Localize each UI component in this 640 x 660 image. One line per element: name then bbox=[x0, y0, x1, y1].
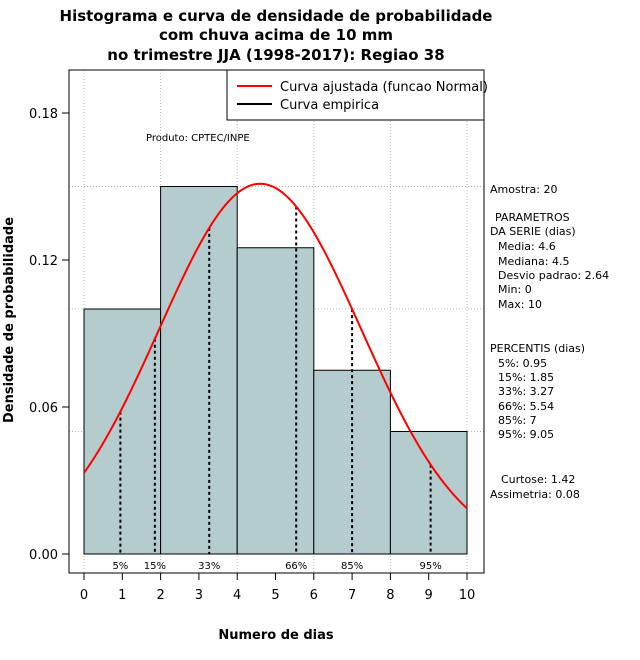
histogram-bar bbox=[236, 247, 315, 555]
histogram-bar bbox=[160, 186, 238, 555]
y-tick-label: 0.00 bbox=[29, 548, 58, 563]
params-header-line-2: DA SERIE (dias) bbox=[490, 225, 576, 238]
percentile-label: 5% bbox=[112, 561, 128, 572]
x-tick-label: 7 bbox=[348, 588, 356, 603]
percentile-15: 15%: 1.85 bbox=[498, 371, 554, 384]
chart-title-line-3: no trimestre JJA (1998-2017): Regiao 38 bbox=[107, 46, 444, 64]
legend: Curva ajustada (funcao Normal) Curva emp… bbox=[226, 69, 488, 121]
x-axis-ticks: 0 1 2 3 4 5 6 7 8 9 10 bbox=[80, 573, 475, 603]
skewness: Assimetria: 0.08 bbox=[490, 488, 580, 501]
percentile-lines: 5% 15% 33% 66% 85% 95% bbox=[112, 206, 442, 572]
x-tick-label: 9 bbox=[425, 588, 433, 603]
legend-label-empirical: Curva empirica bbox=[280, 98, 379, 113]
x-tick-label: 2 bbox=[156, 588, 164, 603]
params-header-line-1: PARAMETROS bbox=[495, 211, 570, 224]
percentile-5: 5%: 0.95 bbox=[498, 357, 547, 370]
param-mean: Media: 4.6 bbox=[498, 240, 556, 253]
x-tick-label: 5 bbox=[271, 588, 279, 603]
chart-title-line-1: Histograma e curva de densidade de proba… bbox=[60, 7, 493, 25]
param-median: Mediana: 4.5 bbox=[498, 255, 569, 268]
legend-box bbox=[226, 69, 485, 121]
x-tick-label: 0 bbox=[80, 588, 88, 603]
legend-label-normal: Curva ajustada (funcao Normal) bbox=[280, 80, 488, 95]
statistics-panel: Amostra: 20 PARAMETROS DA SERIE (dias) M… bbox=[490, 183, 609, 501]
y-axis-label: Densidade de probabilidade bbox=[2, 217, 17, 423]
percentile-label: 85% bbox=[341, 561, 363, 572]
chart-title-line-2: com chuva acima de 10 mm bbox=[159, 26, 393, 44]
product-annotation: Produto: CPTEC/INPE bbox=[146, 133, 250, 144]
param-max: Max: 10 bbox=[498, 298, 542, 311]
sample-size: Amostra: 20 bbox=[490, 183, 557, 196]
x-tick-label: 6 bbox=[310, 588, 318, 603]
y-tick-label: 0.06 bbox=[29, 401, 58, 416]
histogram-bar bbox=[83, 308, 162, 555]
y-axis-ticks: 0.00 0.06 0.12 0.18 bbox=[29, 107, 69, 563]
x-tick-label: 8 bbox=[386, 588, 394, 603]
percentile-85: 85%: 7 bbox=[498, 414, 537, 427]
x-tick-label: 3 bbox=[195, 588, 203, 603]
percentile-95: 95%: 9.05 bbox=[498, 428, 554, 441]
param-min: Min: 0 bbox=[498, 283, 532, 296]
normal-curve-layer bbox=[83, 182, 468, 510]
y-tick-label: 0.18 bbox=[29, 107, 58, 122]
histogram-bars bbox=[83, 186, 468, 555]
x-tick-label: 1 bbox=[118, 588, 126, 603]
percentile-label: 66% bbox=[285, 561, 307, 572]
histogram-bar bbox=[389, 431, 468, 555]
percentile-33: 33%: 3.27 bbox=[498, 385, 554, 398]
x-tick-label: 4 bbox=[233, 588, 241, 603]
percentile-66: 66%: 5.54 bbox=[498, 400, 554, 413]
percentile-label: 33% bbox=[198, 561, 220, 572]
kurtosis: Curtose: 1.42 bbox=[501, 473, 575, 486]
x-tick-label: 10 bbox=[459, 588, 476, 603]
x-axis-label: Numero de dias bbox=[218, 628, 334, 643]
percentile-label: 95% bbox=[419, 561, 441, 572]
y-tick-label: 0.12 bbox=[29, 254, 58, 269]
normal-curve bbox=[83, 182, 468, 510]
param-stddev: Desvio padrao: 2.64 bbox=[498, 269, 609, 282]
percentiles-header: PERCENTIS (dias) bbox=[490, 342, 585, 355]
percentile-label: 15% bbox=[144, 561, 166, 572]
